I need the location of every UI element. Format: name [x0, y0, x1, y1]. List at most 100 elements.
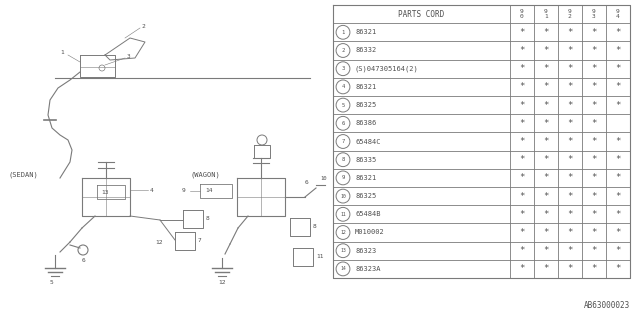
Text: 9: 9 [182, 188, 186, 194]
Text: *: * [543, 210, 548, 219]
Text: 86335: 86335 [355, 157, 376, 163]
Text: 86321: 86321 [355, 29, 376, 35]
Text: *: * [591, 264, 596, 273]
Text: *: * [543, 192, 548, 201]
Text: *: * [543, 64, 548, 73]
Text: 1: 1 [341, 30, 344, 35]
Text: *: * [567, 192, 573, 201]
Text: *: * [591, 100, 596, 109]
Text: *: * [543, 137, 548, 146]
Text: *: * [543, 173, 548, 182]
Text: (S)047305164(2): (S)047305164(2) [355, 66, 419, 72]
Text: *: * [567, 100, 573, 109]
Text: *: * [591, 46, 596, 55]
Text: *: * [543, 46, 548, 55]
Text: 2: 2 [341, 48, 344, 53]
Text: *: * [591, 137, 596, 146]
Text: *: * [615, 155, 621, 164]
Text: 8: 8 [341, 157, 344, 162]
Text: *: * [615, 46, 621, 55]
Text: 5: 5 [341, 103, 344, 108]
Text: *: * [567, 28, 573, 37]
Text: *: * [567, 119, 573, 128]
Text: 10: 10 [340, 194, 346, 199]
Text: 14: 14 [340, 266, 346, 271]
Text: 86321: 86321 [355, 84, 376, 90]
Text: *: * [567, 264, 573, 273]
Text: *: * [615, 246, 621, 255]
Text: 86386: 86386 [355, 120, 376, 126]
Text: *: * [567, 246, 573, 255]
Text: *: * [519, 137, 524, 146]
Text: *: * [543, 82, 548, 92]
Text: *: * [543, 155, 548, 164]
Text: *: * [615, 210, 621, 219]
Text: *: * [615, 137, 621, 146]
Text: *: * [591, 192, 596, 201]
Text: *: * [591, 173, 596, 182]
Text: AB63000023: AB63000023 [584, 301, 630, 310]
Text: 10: 10 [320, 175, 326, 180]
Text: *: * [519, 64, 524, 73]
Text: 6: 6 [341, 121, 344, 126]
Text: 86325: 86325 [355, 193, 376, 199]
Text: 11: 11 [316, 254, 323, 260]
Text: 86325: 86325 [355, 102, 376, 108]
Text: 7: 7 [198, 238, 202, 244]
Text: *: * [591, 246, 596, 255]
Text: *: * [615, 173, 621, 182]
Text: *: * [567, 228, 573, 237]
Text: *: * [615, 28, 621, 37]
Text: *: * [615, 228, 621, 237]
Text: *: * [567, 64, 573, 73]
Text: *: * [519, 264, 524, 273]
Text: *: * [615, 82, 621, 92]
Text: 9
2: 9 2 [568, 9, 572, 19]
Text: 11: 11 [340, 212, 346, 217]
Text: 1: 1 [60, 50, 64, 54]
Text: 86321: 86321 [355, 175, 376, 181]
Text: 7: 7 [341, 139, 344, 144]
Text: *: * [567, 46, 573, 55]
Text: 9: 9 [341, 175, 344, 180]
Text: 6: 6 [82, 258, 86, 262]
Text: *: * [543, 119, 548, 128]
Text: *: * [543, 228, 548, 237]
Text: *: * [519, 192, 524, 201]
Text: *: * [519, 173, 524, 182]
Text: PARTS CORD: PARTS CORD [398, 10, 445, 19]
Text: *: * [591, 82, 596, 92]
Text: *: * [519, 228, 524, 237]
Text: *: * [567, 210, 573, 219]
Text: 3: 3 [341, 66, 344, 71]
Text: 12: 12 [340, 230, 346, 235]
Text: *: * [567, 137, 573, 146]
Text: (SEDAN): (SEDAN) [8, 172, 38, 178]
Text: 12: 12 [218, 281, 225, 285]
Text: *: * [615, 64, 621, 73]
Text: 65484B: 65484B [355, 211, 381, 217]
Text: *: * [615, 192, 621, 201]
Text: *: * [615, 264, 621, 273]
Text: 13: 13 [340, 248, 346, 253]
Text: 13: 13 [101, 189, 109, 195]
Text: 12: 12 [155, 239, 163, 244]
Text: *: * [543, 246, 548, 255]
Text: 86332: 86332 [355, 47, 376, 53]
Text: 9
0: 9 0 [520, 9, 524, 19]
Text: 9
3: 9 3 [592, 9, 596, 19]
Text: 8: 8 [313, 225, 317, 229]
Text: *: * [519, 246, 524, 255]
Text: 3: 3 [127, 53, 131, 59]
Text: *: * [591, 210, 596, 219]
Text: 14: 14 [205, 188, 212, 194]
Text: *: * [519, 210, 524, 219]
Text: *: * [519, 155, 524, 164]
Text: *: * [591, 155, 596, 164]
Text: *: * [591, 64, 596, 73]
Text: *: * [519, 28, 524, 37]
Text: 4: 4 [341, 84, 344, 89]
Text: 86323: 86323 [355, 248, 376, 254]
Text: 9
1: 9 1 [544, 9, 548, 19]
Text: *: * [543, 264, 548, 273]
